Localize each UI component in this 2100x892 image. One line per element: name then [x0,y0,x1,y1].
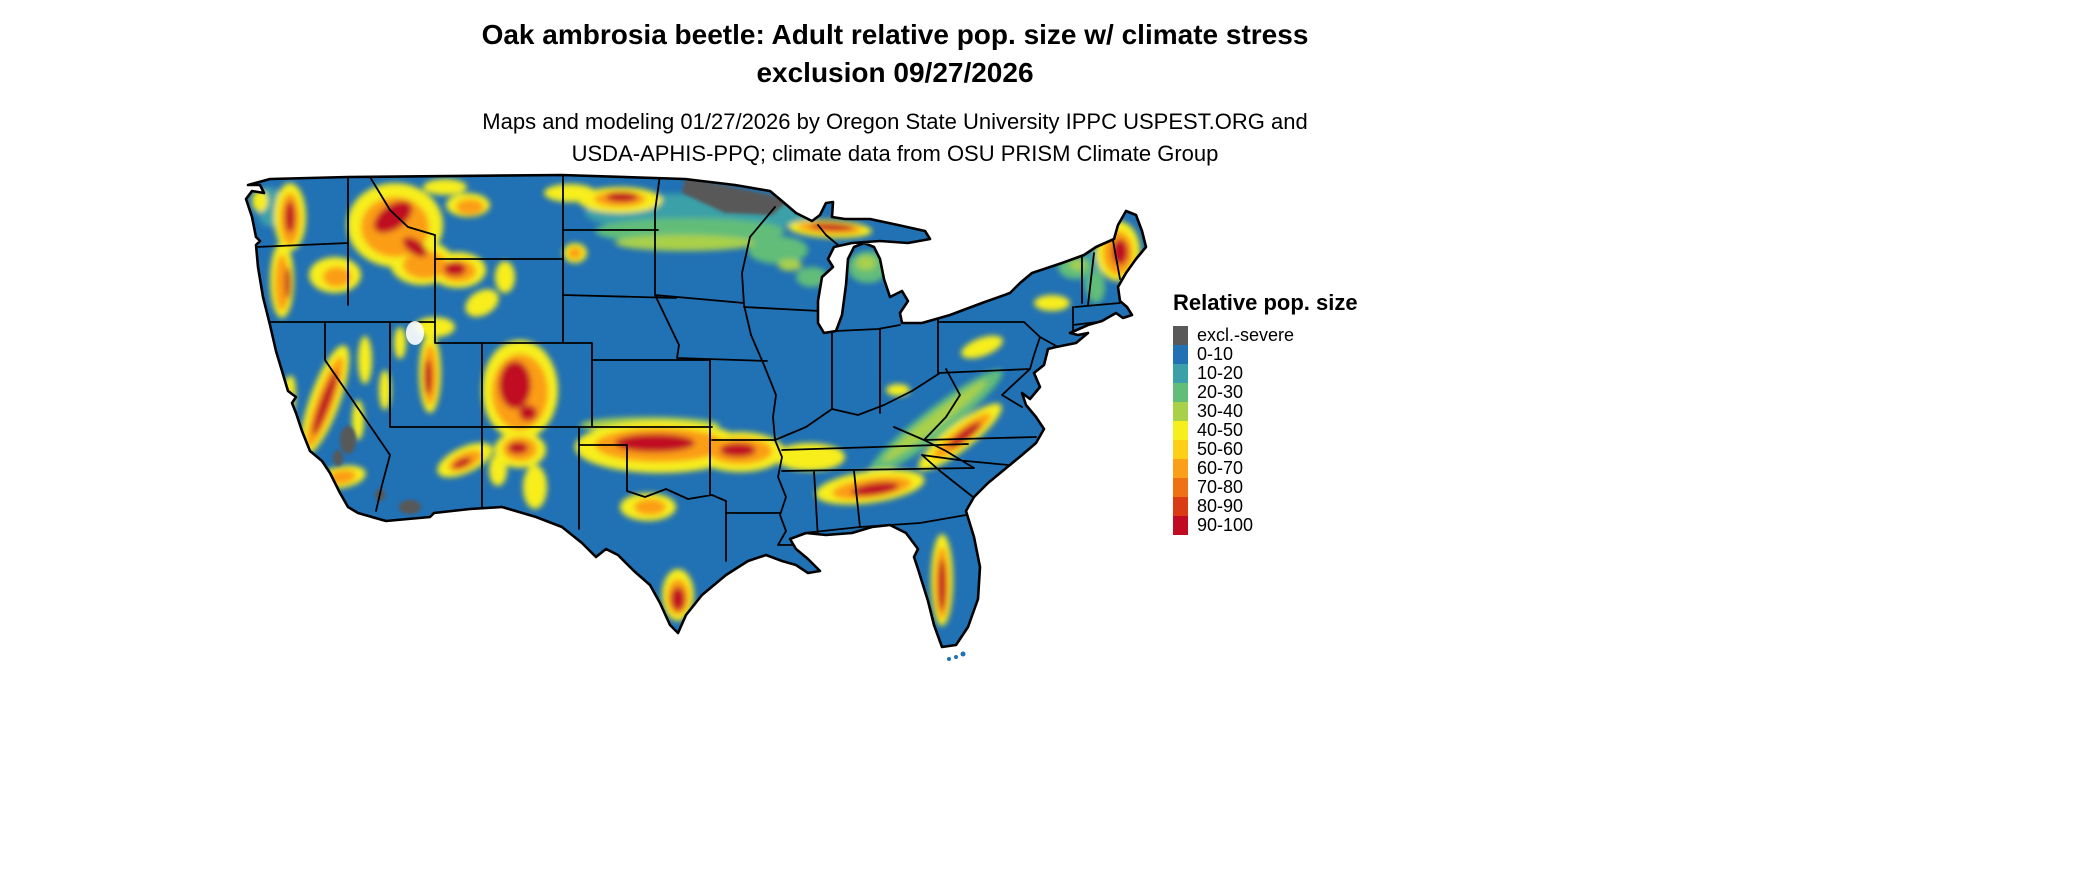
legend-label: excl.-severe [1197,325,1295,345]
legend-item: 40-50 [1173,421,1403,440]
legend-title: Relative pop. size [1173,290,1358,315]
legend-label: 90-100 [1197,515,1254,535]
legend-label: 70-80 [1197,477,1244,497]
legend-label: 80-90 [1197,496,1244,516]
legend-items: excl.-severe 0-10 10-20 20-30 30-40 40-5… [1173,326,1403,535]
legend-label: 40-50 [1197,420,1244,440]
legend-label: 60-70 [1197,458,1244,478]
us-map [244,173,1148,661]
legend-item: 50-60 [1173,440,1403,459]
us-map-container [230,155,1150,665]
legend-item: 10-20 [1173,364,1403,383]
legend-swatch [1173,516,1188,535]
map-subtitle: Maps and modeling 01/27/2026 by Oregon S… [230,106,1560,170]
header: Oak ambrosia beetle: Adult relative pop.… [230,16,1560,170]
map-subtitle-line2: USDA-APHIS-PPQ; climate data from OSU PR… [571,141,1219,166]
legend-item: 30-40 [1173,402,1403,421]
map-title-line2: exclusion 09/27/2026 [756,57,1034,88]
legend: Relative pop. size excl.-severe 0-10 10-… [1173,290,1403,535]
legend-swatch [1173,402,1188,421]
legend-item: 20-30 [1173,383,1403,402]
map-title-line1: Oak ambrosia beetle: Adult relative pop.… [481,19,1309,50]
legend-swatch [1173,459,1188,478]
legend-swatch [1173,497,1188,516]
legend-item: 0-10 [1173,345,1403,364]
legend-label: 50-60 [1197,439,1244,459]
legend-label: 0-10 [1197,344,1234,364]
great-salt-lake [406,321,424,345]
legend-label: 20-30 [1197,382,1244,402]
legend-swatch [1173,364,1188,383]
map-subtitle-line1: Maps and modeling 01/27/2026 by Oregon S… [482,109,1308,134]
state-borders [255,175,1121,562]
legend-swatch [1173,383,1188,402]
legend-swatch [1173,478,1188,497]
excluded-severe-regions [333,177,790,514]
legend-swatch [1173,345,1188,364]
florida-keys [947,651,966,661]
legend-label: 10-20 [1197,363,1244,383]
legend-swatch [1173,326,1188,345]
legend-item: 90-100 [1173,516,1403,535]
legend-item: excl.-severe [1173,326,1403,345]
legend-swatch [1173,421,1188,440]
legend-item: 70-80 [1173,478,1403,497]
legend-swatch [1173,440,1188,459]
legend-item: 60-70 [1173,459,1403,478]
legend-item: 80-90 [1173,497,1403,516]
legend-label: 30-40 [1197,401,1244,421]
